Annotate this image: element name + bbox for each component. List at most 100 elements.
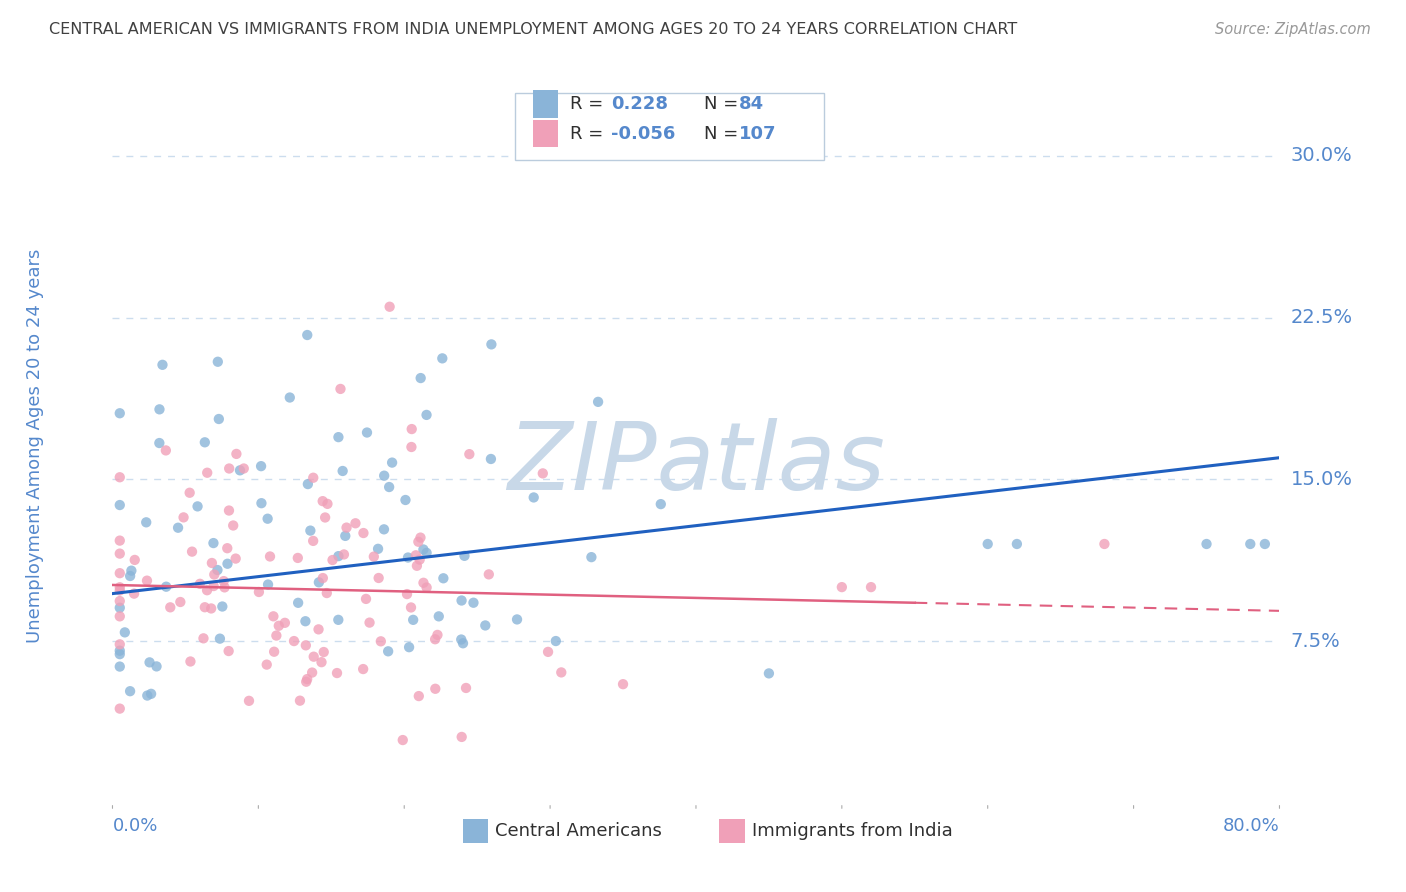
- Point: [308, 623, 330, 637]
- Point: [207, 355, 229, 369]
- Text: R =: R =: [569, 125, 603, 143]
- Point: [1094, 537, 1116, 551]
- Point: [394, 493, 416, 508]
- Point: [1254, 537, 1277, 551]
- Point: [302, 471, 325, 485]
- Point: [315, 586, 337, 600]
- Point: [212, 574, 235, 588]
- Point: [432, 351, 454, 366]
- Point: [287, 596, 309, 610]
- Point: [401, 422, 423, 436]
- Point: [328, 430, 350, 444]
- Point: [108, 701, 131, 715]
- Point: [120, 684, 142, 698]
- Point: [1239, 537, 1261, 551]
- Point: [454, 681, 477, 695]
- Point: [114, 625, 136, 640]
- Point: [217, 557, 239, 571]
- Point: [408, 552, 430, 566]
- Point: [373, 522, 395, 536]
- Point: [537, 645, 560, 659]
- Point: [208, 412, 231, 426]
- Point: [167, 521, 190, 535]
- Point: [159, 600, 181, 615]
- FancyBboxPatch shape: [515, 94, 824, 160]
- Point: [311, 655, 333, 669]
- Text: ZIPatlas: ZIPatlas: [508, 417, 884, 508]
- Point: [426, 628, 449, 642]
- Point: [328, 549, 350, 563]
- Point: [322, 553, 344, 567]
- Point: [401, 440, 423, 454]
- Point: [308, 575, 330, 590]
- Point: [335, 529, 357, 543]
- Point: [155, 580, 177, 594]
- Point: [378, 300, 401, 314]
- Point: [373, 468, 395, 483]
- Point: [415, 546, 437, 560]
- Point: [450, 730, 472, 744]
- Text: 7.5%: 7.5%: [1291, 632, 1340, 650]
- Point: [474, 618, 496, 632]
- Point: [108, 643, 131, 657]
- Text: -0.056: -0.056: [610, 125, 675, 143]
- Point: [179, 485, 201, 500]
- Point: [398, 640, 420, 655]
- Point: [214, 580, 236, 594]
- Text: N =: N =: [704, 125, 738, 143]
- Point: [409, 531, 432, 545]
- Point: [187, 500, 209, 514]
- Text: 0.0%: 0.0%: [112, 816, 157, 835]
- Point: [544, 634, 567, 648]
- Text: 80.0%: 80.0%: [1223, 816, 1279, 835]
- Text: 107: 107: [740, 125, 776, 143]
- Point: [108, 647, 131, 661]
- Point: [194, 435, 217, 450]
- Point: [108, 594, 131, 608]
- Point: [450, 593, 472, 607]
- Point: [412, 575, 434, 590]
- Point: [120, 569, 142, 583]
- Point: [425, 681, 447, 696]
- Point: [976, 537, 998, 551]
- Point: [354, 591, 377, 606]
- Point: [108, 609, 131, 624]
- Point: [202, 536, 225, 550]
- Point: [453, 549, 475, 563]
- Point: [169, 595, 191, 609]
- Point: [312, 494, 335, 508]
- Point: [181, 544, 204, 558]
- Point: [232, 461, 254, 475]
- Point: [409, 371, 432, 385]
- Point: [201, 556, 224, 570]
- Point: [312, 571, 335, 585]
- Point: [356, 425, 378, 440]
- Text: CENTRAL AMERICAN VS IMMIGRANTS FROM INDIA UNEMPLOYMENT AMONG AGES 20 TO 24 YEARS: CENTRAL AMERICAN VS IMMIGRANTS FROM INDI…: [49, 22, 1018, 37]
- Point: [299, 524, 322, 538]
- Bar: [463, 820, 488, 843]
- Bar: [720, 820, 745, 843]
- Point: [122, 587, 145, 601]
- Point: [202, 579, 225, 593]
- Point: [332, 464, 354, 478]
- Text: R =: R =: [569, 95, 603, 113]
- Point: [250, 496, 273, 510]
- Point: [195, 583, 218, 598]
- Text: Immigrants from India: Immigrants from India: [752, 822, 953, 840]
- Point: [295, 638, 318, 652]
- Point: [399, 600, 422, 615]
- Point: [427, 609, 450, 624]
- Point: [225, 447, 247, 461]
- Point: [238, 694, 260, 708]
- Point: [225, 551, 247, 566]
- Point: [108, 470, 131, 484]
- Point: [831, 580, 853, 594]
- Point: [247, 585, 270, 599]
- Point: [478, 567, 501, 582]
- Point: [139, 687, 162, 701]
- Point: [108, 566, 131, 581]
- Point: [108, 600, 131, 615]
- Point: [650, 497, 672, 511]
- Point: [222, 518, 245, 533]
- Point: [179, 655, 201, 669]
